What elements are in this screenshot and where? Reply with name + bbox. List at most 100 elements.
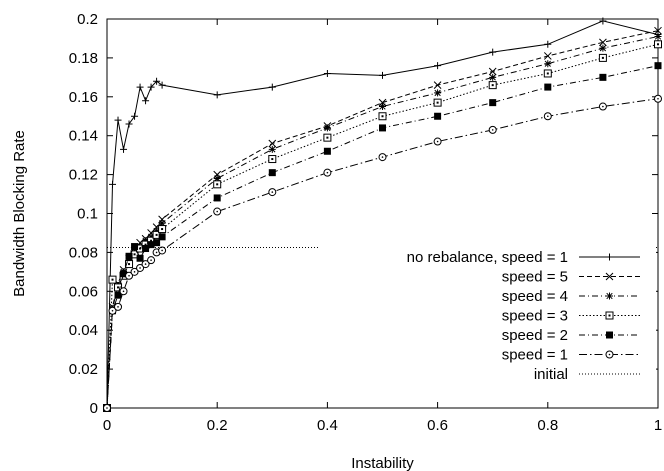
x-tick-label: 1 — [654, 417, 662, 434]
data-point-x — [268, 139, 277, 148]
data-point-plus — [323, 69, 331, 77]
data-point-circle-open — [103, 404, 111, 412]
data-point-x — [433, 81, 442, 89]
legend-label: no rebalance, speed = 1 — [407, 249, 568, 266]
data-point-circle-open — [268, 188, 277, 197]
data-point-star — [158, 219, 166, 227]
data-point-x — [378, 98, 387, 107]
x-tick-label: 0.6 — [427, 417, 448, 434]
data-point-square-open — [605, 311, 614, 320]
data-point-circle-open — [141, 260, 150, 269]
data-point-square-filled — [120, 270, 128, 278]
data-point-x — [605, 272, 614, 281]
data-point-circle-open — [378, 153, 387, 162]
data-point-square-filled — [599, 73, 607, 81]
y-tick-label: 0 — [90, 400, 98, 417]
data-point-plus — [136, 83, 144, 91]
data-point-x — [654, 26, 662, 35]
data-point-circle-open — [114, 302, 123, 311]
data-point-plus — [489, 48, 497, 56]
data-point-circle-open — [598, 102, 607, 111]
y-tick-label: 0.04 — [69, 322, 98, 339]
data-point-star — [606, 292, 613, 300]
y-tick-label: 0.1 — [77, 206, 98, 223]
series-line — [106, 43, 659, 409]
data-point-square-filled — [379, 124, 386, 132]
data-point-circle-open — [323, 168, 332, 177]
series-0 — [103, 17, 662, 412]
legend-item: speed = 4 — [502, 288, 640, 305]
data-point-square-open — [433, 98, 442, 107]
data-point-x — [543, 52, 552, 60]
legend-label: speed = 4 — [502, 288, 568, 305]
data-point-plus — [131, 112, 139, 120]
data-point-circle-open — [125, 271, 134, 280]
legend-label: speed = 2 — [502, 327, 568, 344]
data-point-square-open — [108, 275, 117, 284]
data-point-square-open — [598, 53, 607, 62]
data-point-square-filled — [147, 241, 155, 249]
data-point-square-open — [543, 69, 552, 78]
data-point-square-open — [323, 133, 332, 142]
data-point-circle-open — [119, 287, 128, 296]
data-point-square-open — [488, 81, 497, 90]
x-tick-label: 0.8 — [537, 417, 558, 434]
data-point-star — [489, 73, 497, 81]
data-point-circle-open — [136, 263, 145, 272]
data-point-square-filled — [544, 83, 552, 91]
data-point-plus — [125, 120, 133, 128]
y-tick-label: 0.08 — [69, 244, 98, 261]
data-point-circle-open — [488, 125, 497, 134]
legend-item: speed = 5 — [502, 269, 640, 286]
y-axis-title: Bandwidth Blocking Rate — [11, 130, 28, 297]
y-tick-label: 0.2 — [77, 11, 98, 28]
legend-background — [320, 247, 656, 390]
legend-label: speed = 5 — [502, 269, 568, 286]
data-point-square-filled — [136, 254, 144, 262]
data-point-plus — [153, 77, 161, 85]
data-point-plus — [599, 17, 607, 25]
x-axis-title: Instability — [351, 455, 414, 471]
x-tick-label: 0 — [103, 417, 111, 434]
data-point-star — [654, 33, 662, 41]
data-point-square-filled — [131, 243, 139, 251]
series-1 — [103, 26, 662, 412]
legend-item: speed = 1 — [502, 347, 640, 364]
legend-item: no rebalance, speed = 1 — [407, 249, 640, 266]
data-point-plus — [120, 145, 128, 153]
data-point-star — [323, 124, 331, 132]
series-4 — [103, 62, 662, 412]
data-point-circle-open — [654, 94, 662, 103]
y-tick-label: 0.12 — [69, 167, 98, 184]
data-point-square-open — [114, 283, 123, 292]
x-tick-label: 0.2 — [207, 417, 228, 434]
data-point-star — [599, 44, 607, 52]
data-point-star — [268, 145, 276, 153]
data-point-square-filled — [114, 291, 122, 299]
data-point-plus — [434, 62, 442, 70]
data-point-square-open — [125, 260, 134, 269]
y-tick-label: 0.14 — [69, 128, 98, 145]
data-point-x — [599, 38, 607, 47]
data-point-square-filled — [268, 169, 276, 177]
data-point-square-filled — [158, 233, 166, 241]
data-point-square-open — [158, 225, 167, 234]
legend-item: initial — [534, 366, 640, 383]
data-point-plus — [147, 83, 155, 91]
data-point-x — [488, 67, 497, 76]
data-point-plus — [142, 97, 150, 105]
data-point-star — [213, 174, 221, 182]
x-tick-label: 0.4 — [317, 417, 338, 434]
data-point-plus — [268, 83, 276, 91]
data-point-square-filled — [142, 245, 150, 253]
data-point-square-open — [378, 112, 387, 121]
data-point-square-filled — [606, 331, 613, 339]
data-point-square-open — [213, 180, 222, 189]
data-point-circle-open — [433, 137, 442, 146]
data-point-square-open — [654, 40, 662, 49]
data-point-plus — [158, 81, 166, 89]
data-point-circle-open — [158, 246, 167, 255]
legend-label: initial — [534, 366, 568, 383]
data-point-plus — [109, 180, 117, 188]
